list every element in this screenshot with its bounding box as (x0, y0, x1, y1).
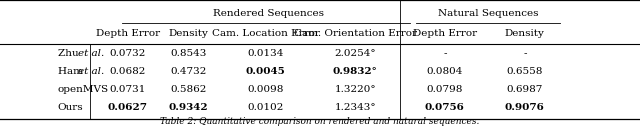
Text: 0.6987: 0.6987 (507, 85, 543, 94)
Text: 0.0102: 0.0102 (248, 103, 284, 112)
Text: 0.0682: 0.0682 (110, 67, 146, 76)
Text: 0.0798: 0.0798 (427, 85, 463, 94)
Text: Zhu: Zhu (58, 50, 81, 58)
Text: 1.2343°: 1.2343° (334, 103, 376, 112)
Text: 1.3220°: 1.3220° (334, 85, 376, 94)
Text: Cam. Orientation Error: Cam. Orientation Error (294, 29, 417, 38)
Text: Rendered Sequences: Rendered Sequences (213, 9, 324, 18)
Text: Depth Error: Depth Error (96, 29, 160, 38)
Text: et al.: et al. (77, 50, 104, 58)
Text: 0.9342: 0.9342 (169, 103, 209, 112)
Text: 0.0731: 0.0731 (110, 85, 146, 94)
Text: 0.9832°: 0.9832° (333, 67, 378, 76)
Text: 0.9076: 0.9076 (505, 103, 545, 112)
Text: Density: Density (505, 29, 545, 38)
Text: -: - (443, 50, 447, 58)
Text: Density: Density (169, 29, 209, 38)
Text: 0.0134: 0.0134 (248, 50, 284, 58)
Text: 0.0045: 0.0045 (246, 67, 285, 76)
Text: 0.0627: 0.0627 (108, 103, 148, 112)
Text: 0.5862: 0.5862 (171, 85, 207, 94)
Text: Table 2: Quantitative comparison on rendered and natural sequences.: Table 2: Quantitative comparison on rend… (160, 117, 480, 126)
Text: 0.4732: 0.4732 (171, 67, 207, 76)
Text: Ham: Ham (58, 67, 86, 76)
Text: Cam. Location Error: Cam. Location Error (212, 29, 319, 38)
Text: Ours: Ours (58, 103, 83, 112)
Text: 0.6558: 0.6558 (507, 67, 543, 76)
Text: openMVS: openMVS (58, 85, 109, 94)
Text: 0.0756: 0.0756 (425, 103, 465, 112)
Text: 0.0732: 0.0732 (110, 50, 146, 58)
Text: Natural Sequences: Natural Sequences (438, 9, 538, 18)
Text: 0.0098: 0.0098 (248, 85, 284, 94)
Text: Depth Error: Depth Error (413, 29, 477, 38)
Text: 0.8543: 0.8543 (171, 50, 207, 58)
Text: -: - (523, 50, 527, 58)
Text: 2.0254°: 2.0254° (334, 50, 376, 58)
Text: 0.0804: 0.0804 (427, 67, 463, 76)
Text: et al.: et al. (77, 67, 104, 76)
